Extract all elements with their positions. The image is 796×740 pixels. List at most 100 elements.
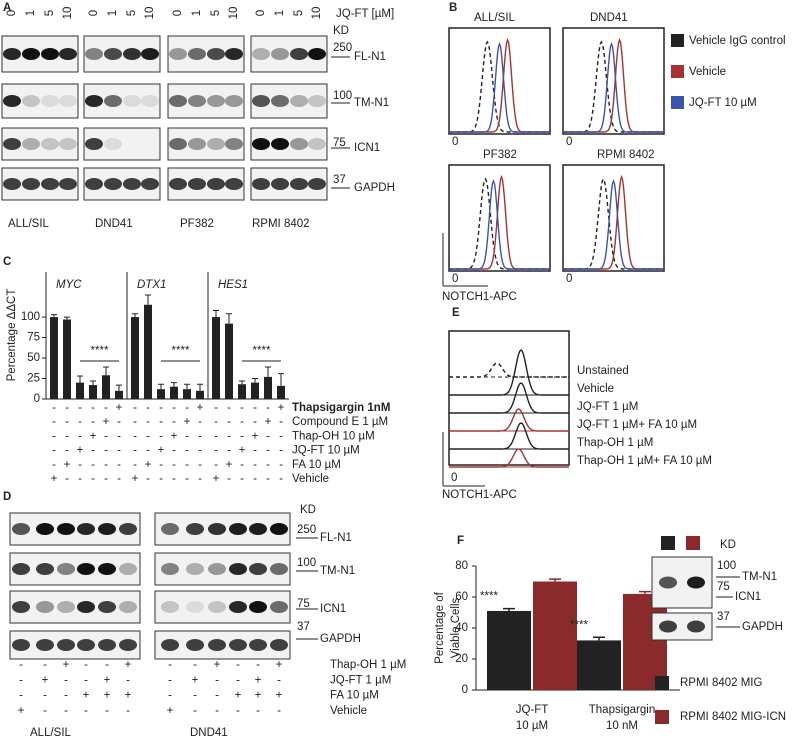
line-label: JQ-FT 1 µM+ FA 10 µM — [577, 419, 697, 431]
sign: - — [198, 416, 202, 428]
sign: - — [214, 459, 218, 471]
error-bar — [265, 366, 271, 377]
sign: - — [193, 690, 197, 702]
dose-label: 5 — [44, 10, 56, 16]
flow-frame — [448, 164, 551, 272]
sign: + — [226, 459, 233, 471]
sign: - — [168, 690, 172, 702]
sign: - — [168, 659, 172, 671]
sign: - — [104, 445, 108, 457]
axis-zero: 0 — [452, 273, 458, 285]
axis-zero: 0 — [452, 136, 458, 148]
sign: - — [185, 430, 189, 442]
mw-marker: 250 — [297, 524, 316, 536]
protein-label: FL-N1 — [354, 51, 386, 63]
band — [308, 138, 326, 150]
y-tick-label: 60 — [455, 591, 468, 603]
band — [249, 601, 267, 613]
mw-marker: 37 — [717, 611, 730, 623]
sign: - — [185, 402, 189, 414]
sign: - — [240, 459, 244, 471]
sign: + — [104, 690, 111, 702]
sign: - — [52, 459, 56, 471]
sign: - — [117, 416, 121, 428]
legend-label: RPMI 8402 MIG-ICN — [680, 711, 786, 723]
line-label: Thap-OH 1 µM — [577, 437, 653, 449]
sign: + — [104, 674, 111, 686]
band — [271, 48, 289, 60]
band — [141, 95, 159, 107]
y-tick-label: 0 — [462, 684, 468, 696]
sign: - — [215, 674, 219, 686]
panel-label: C — [3, 256, 11, 268]
bar — [89, 385, 97, 399]
legend-label: JQ-FT 10 µM — [689, 97, 757, 109]
histogram-curve — [563, 178, 664, 270]
sign: - — [52, 430, 56, 442]
histogram-curve — [563, 174, 664, 270]
band — [161, 639, 179, 651]
band — [77, 639, 95, 651]
sign: - — [236, 674, 240, 686]
sign: - — [215, 705, 219, 717]
histogram-curve — [449, 448, 569, 468]
band — [41, 48, 59, 60]
sign: - — [52, 416, 56, 428]
bar — [533, 581, 577, 690]
dose-label: 0 — [6, 10, 18, 16]
sign: - — [279, 430, 283, 442]
sign: + — [51, 473, 58, 485]
sign: - — [159, 473, 163, 485]
sign: - — [52, 402, 56, 414]
sign: - — [126, 674, 130, 686]
band — [169, 48, 187, 60]
sign: - — [227, 416, 231, 428]
histogram-curve — [449, 362, 569, 378]
sign: - — [253, 459, 257, 471]
band — [687, 576, 705, 589]
sign: + — [213, 473, 220, 485]
panel-label: B — [449, 2, 457, 14]
sign: - — [185, 459, 189, 471]
legend-swatch — [686, 536, 700, 550]
band — [270, 563, 288, 575]
sign: - — [277, 705, 281, 717]
error-bar — [239, 380, 245, 385]
bar — [115, 390, 123, 399]
panel-label: E — [452, 307, 460, 319]
band — [208, 639, 226, 651]
protein-label: ICN1 — [320, 603, 346, 615]
band — [104, 95, 122, 107]
treatment-label: JQ-FT 1 µM — [330, 674, 391, 686]
sign: - — [198, 459, 202, 471]
x-tick-label: JQ-FT — [516, 704, 549, 716]
band — [225, 95, 243, 107]
line-label: JQ-FT 1 µM — [577, 401, 638, 413]
band — [308, 178, 326, 190]
sign: - — [65, 402, 69, 414]
band — [270, 639, 288, 651]
sign: - — [19, 674, 23, 686]
treatment-label: Vehicle — [330, 705, 367, 717]
error-bar — [184, 383, 190, 390]
cell-line: RPMI 8402 — [252, 218, 310, 230]
band — [169, 138, 187, 150]
band — [188, 48, 206, 60]
sign: - — [240, 473, 244, 485]
band — [161, 601, 179, 613]
band — [271, 138, 289, 150]
sign: - — [253, 402, 257, 414]
band — [22, 178, 40, 190]
band — [12, 523, 30, 535]
sign: + — [278, 402, 285, 414]
band — [3, 138, 21, 150]
band — [3, 95, 21, 107]
sign: - — [266, 473, 270, 485]
sign: + — [255, 674, 262, 686]
sign: - — [253, 473, 257, 485]
treatment-label: Thapsigargin 1nM — [292, 402, 390, 414]
sign: - — [78, 430, 82, 442]
sign: + — [171, 430, 178, 442]
flow-frame — [562, 164, 665, 272]
